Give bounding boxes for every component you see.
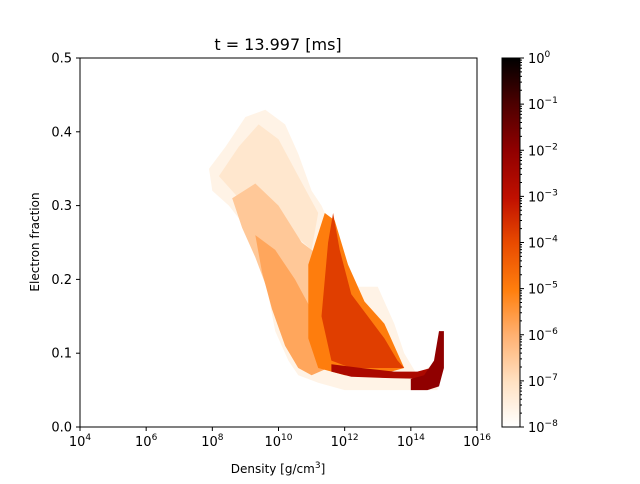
x-axis-label: Density [g/cm3] bbox=[231, 461, 326, 476]
x-tick-label: 1012 bbox=[331, 433, 359, 450]
colorbar-tick-label: 10−8 bbox=[528, 419, 558, 436]
x-axis-label-end: ] bbox=[321, 462, 326, 476]
y-axis: 0.0 0.1 0.2 0.3 0.4 0.5 bbox=[51, 52, 80, 436]
x-tick-label: 106 bbox=[135, 433, 158, 450]
colorbar-tick-label: 10−4 bbox=[528, 235, 558, 252]
x-tick-label: 1014 bbox=[397, 433, 425, 450]
colorbar-tick-label: 10−2 bbox=[528, 142, 558, 159]
colorbar-tick-label: 100 bbox=[528, 50, 551, 67]
heatmap-region-spike-core bbox=[321, 213, 405, 368]
colorbar bbox=[501, 57, 521, 428]
colorbar-tick-label: 10−6 bbox=[528, 327, 558, 344]
y-tick-label: 0.1 bbox=[51, 347, 72, 362]
x-axis-label-sup: 3 bbox=[315, 461, 321, 471]
y-tick-label: 0.4 bbox=[51, 125, 72, 140]
colorbar-tick-label: 10−5 bbox=[528, 281, 558, 298]
y-tick-label: 0.5 bbox=[51, 52, 72, 67]
y-tick-label: 0.2 bbox=[51, 273, 72, 288]
x-tick-label: 108 bbox=[201, 433, 224, 450]
x-axis: 104 106 108 1010 1012 1014 1016 bbox=[69, 427, 491, 450]
heatmap-regions bbox=[209, 109, 444, 391]
y-tick-label: 0.3 bbox=[51, 199, 72, 214]
y-tick-label: 0.0 bbox=[51, 421, 72, 436]
heatmap-region-low-ye-ridge bbox=[331, 364, 431, 379]
y-axis-label: Electron fraction bbox=[28, 192, 42, 291]
chart-title: t = 13.997 [ms] bbox=[214, 35, 341, 54]
heatmap-region-upper-plume bbox=[218, 124, 319, 250]
colorbar-tick-label: 10−1 bbox=[528, 96, 558, 113]
colorbar-tick-label: 10−3 bbox=[528, 188, 558, 205]
heatmap-region-high-density-tail bbox=[410, 331, 444, 391]
colorbar-axis: 100 10−1 10−2 10−3 10−4 10−5 10−6 10−7 10−8 bbox=[520, 50, 558, 436]
x-tick-label: 104 bbox=[69, 433, 92, 450]
colorbar-tick-label: 10−7 bbox=[528, 373, 558, 390]
x-tick-label: 1010 bbox=[265, 433, 293, 450]
x-tick-label: 1016 bbox=[463, 433, 491, 450]
